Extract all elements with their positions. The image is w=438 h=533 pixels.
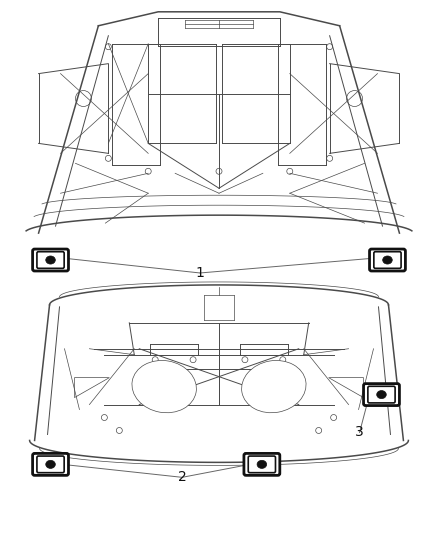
- Text: 2: 2: [177, 470, 186, 484]
- FancyBboxPatch shape: [373, 252, 400, 268]
- FancyBboxPatch shape: [244, 454, 279, 475]
- Ellipse shape: [132, 360, 196, 413]
- Ellipse shape: [257, 461, 266, 469]
- Ellipse shape: [46, 461, 55, 469]
- FancyBboxPatch shape: [32, 454, 68, 475]
- FancyBboxPatch shape: [37, 456, 64, 473]
- FancyBboxPatch shape: [247, 456, 275, 473]
- Ellipse shape: [46, 256, 55, 264]
- Text: 1: 1: [195, 266, 204, 280]
- FancyBboxPatch shape: [367, 386, 394, 403]
- FancyBboxPatch shape: [363, 384, 399, 406]
- FancyBboxPatch shape: [32, 249, 68, 271]
- Ellipse shape: [376, 391, 385, 399]
- FancyBboxPatch shape: [369, 249, 404, 271]
- Ellipse shape: [241, 360, 305, 413]
- Text: 3: 3: [354, 425, 363, 440]
- FancyBboxPatch shape: [37, 252, 64, 268]
- Ellipse shape: [382, 256, 392, 264]
